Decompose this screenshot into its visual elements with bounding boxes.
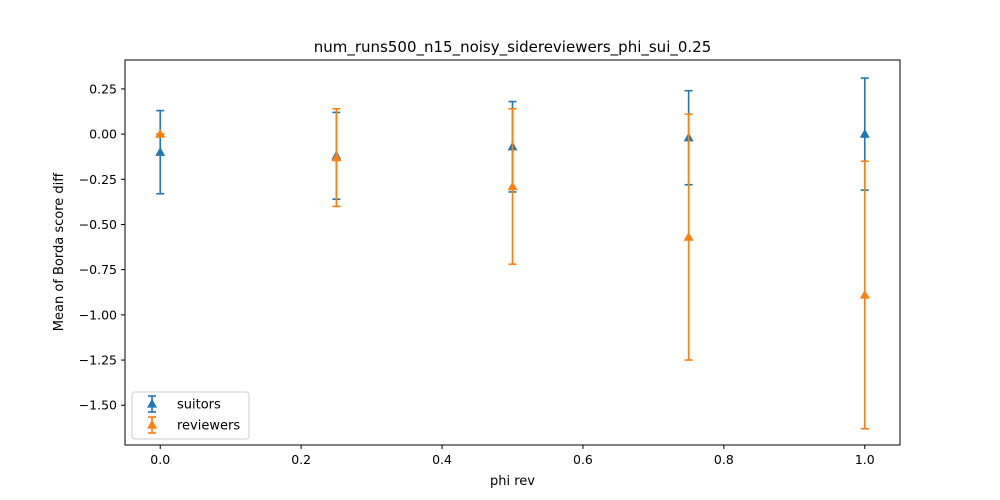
data-point bbox=[859, 128, 870, 138]
y-tick-label: −1.00 bbox=[79, 307, 117, 322]
legend-item-reviewers: reviewers bbox=[147, 416, 240, 434]
x-tick-label: 0.6 bbox=[573, 452, 593, 467]
x-axis-title: phi rev bbox=[490, 474, 535, 489]
x-axis: 0.0 0.2 0.4 0.6 0.8 1.0 bbox=[150, 445, 875, 467]
x-tick-label: 1.0 bbox=[855, 452, 875, 467]
y-tick-label: −1.50 bbox=[79, 398, 117, 413]
legend-label: reviewers bbox=[177, 419, 240, 434]
x-tick-label: 0.0 bbox=[150, 452, 170, 467]
legend-box bbox=[131, 391, 250, 440]
chart-title: num_runs500_n15_noisy_sidereviewers_phi_… bbox=[314, 38, 712, 57]
y-tick-label: 0.25 bbox=[89, 81, 117, 96]
y-tick-label: 0.00 bbox=[89, 127, 117, 142]
data-point bbox=[331, 152, 342, 162]
legend-item-suitors: suitors bbox=[147, 395, 221, 413]
y-tick-label: −0.50 bbox=[79, 217, 117, 232]
x-tick-label: 0.8 bbox=[714, 452, 734, 467]
y-tick-label: −1.25 bbox=[79, 353, 117, 368]
series-reviewers bbox=[155, 108, 870, 430]
x-tick-label: 0.2 bbox=[291, 452, 311, 467]
y-tick-label: −0.75 bbox=[79, 262, 117, 277]
data-point bbox=[683, 231, 694, 241]
data-point bbox=[859, 289, 870, 299]
legend: suitors reviewers bbox=[131, 391, 250, 440]
legend-marker bbox=[147, 398, 157, 408]
y-axis: 0.25 0.00 −0.25 −0.50 −0.75 −1.00 −1.25 −1.50 bbox=[79, 81, 125, 413]
legend-label: suitors bbox=[177, 398, 221, 413]
chart-marks bbox=[155, 77, 870, 430]
legend-marker bbox=[147, 419, 157, 429]
y-tick-label: −0.25 bbox=[79, 172, 117, 187]
data-point bbox=[155, 146, 166, 156]
data-point bbox=[155, 128, 166, 138]
y-axis-title: Mean of Borda score diff bbox=[52, 172, 67, 331]
plot-frame bbox=[124, 59, 901, 446]
x-tick-label: 0.4 bbox=[432, 452, 452, 467]
data-point bbox=[507, 181, 518, 191]
